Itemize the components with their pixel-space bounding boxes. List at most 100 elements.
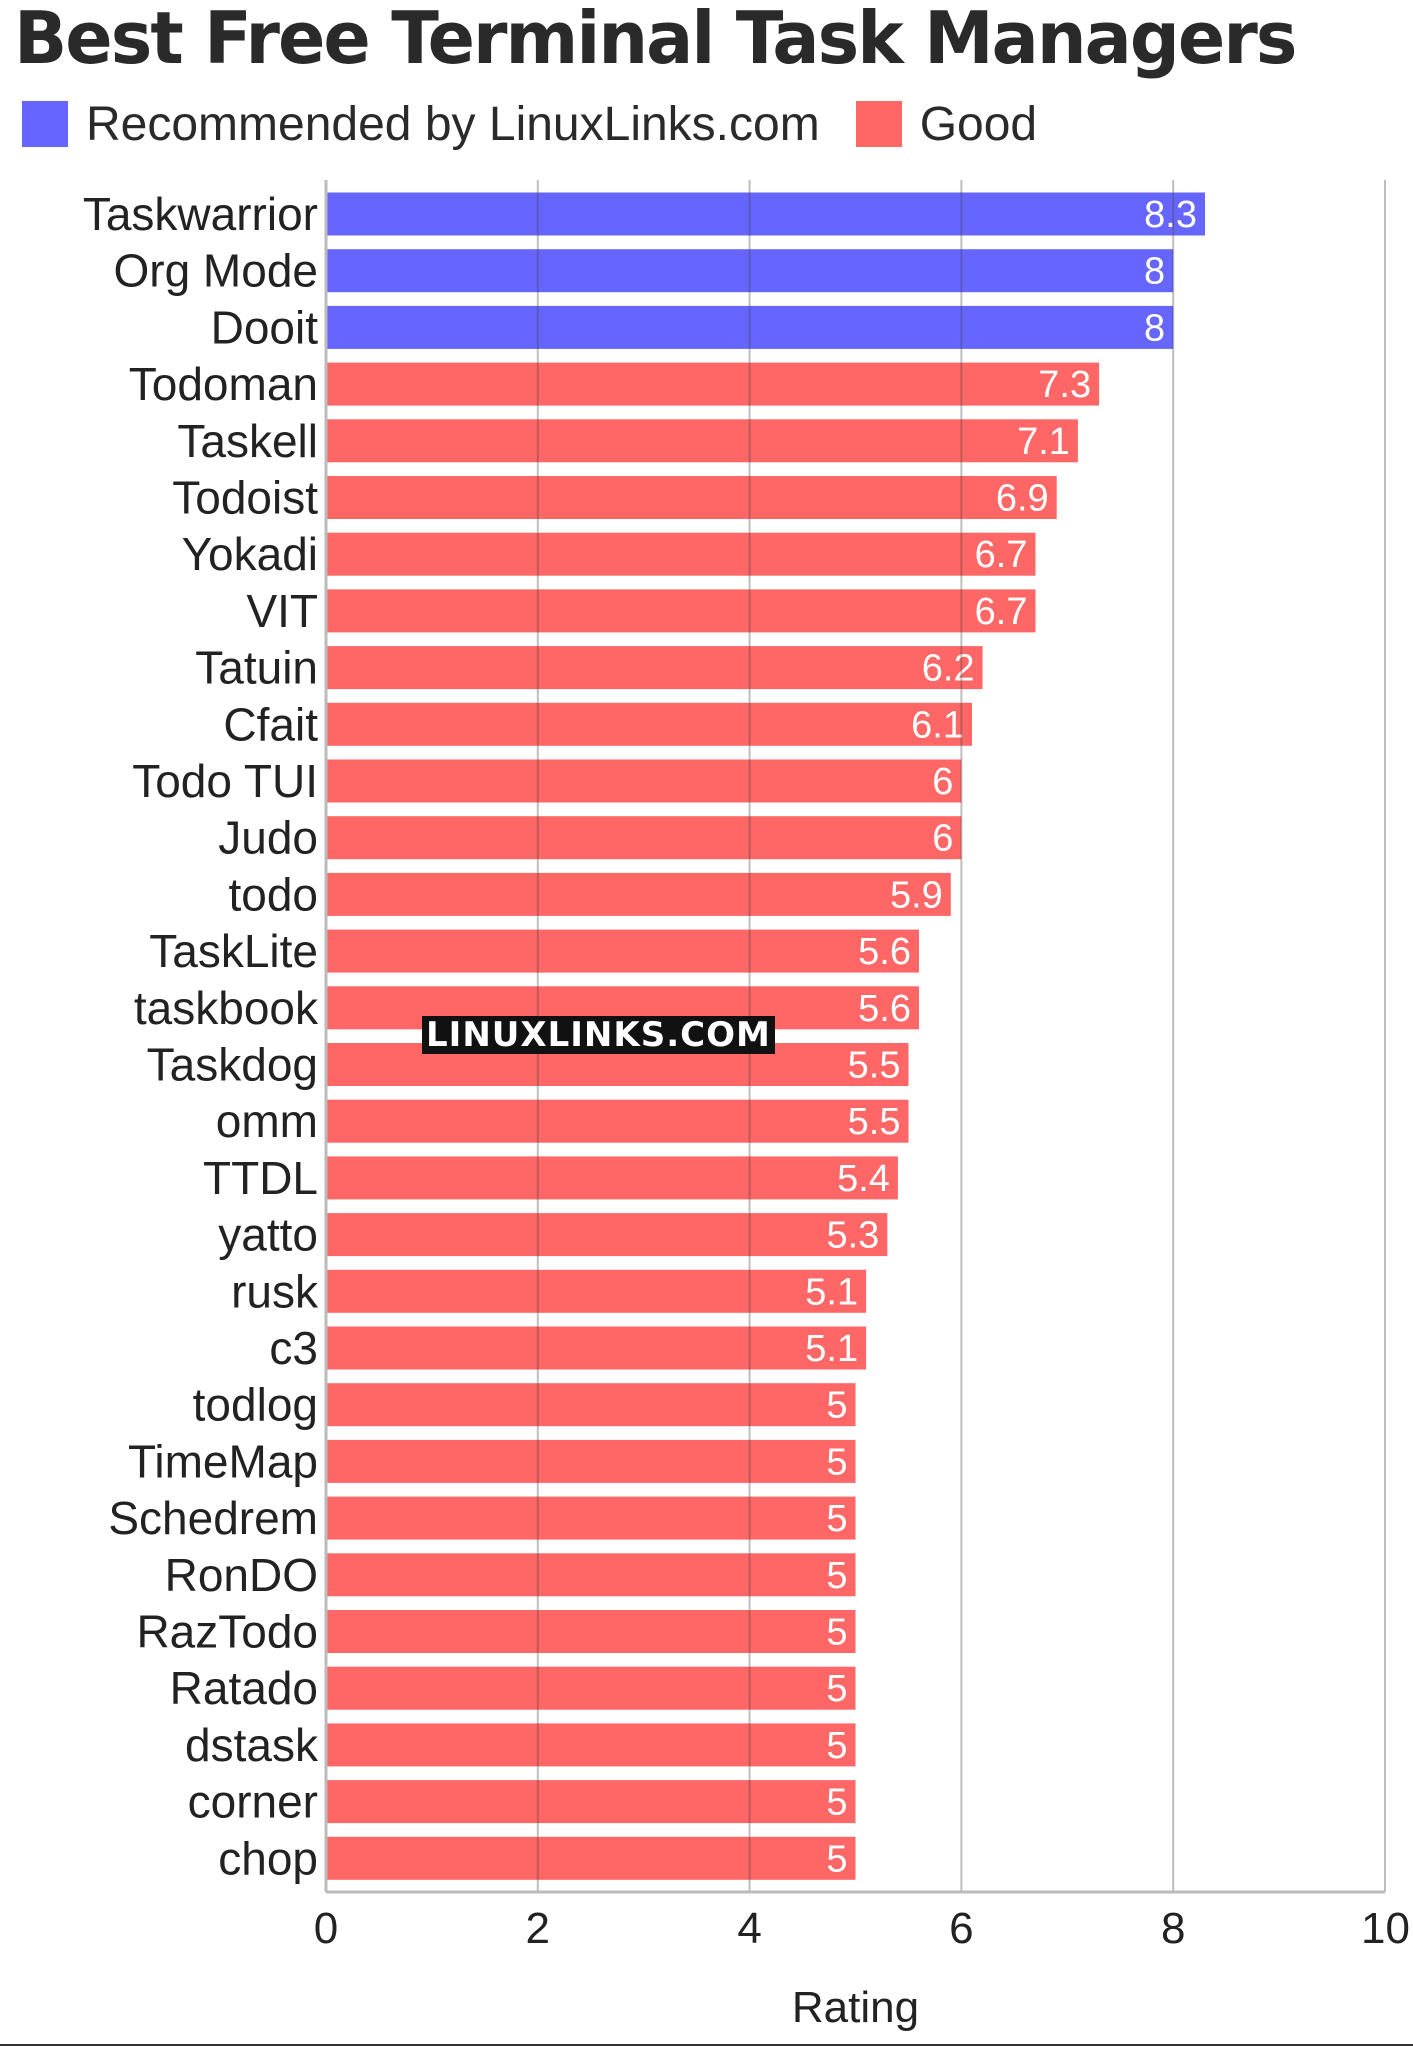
legend: Recommended by LinuxLinks.com Good bbox=[22, 94, 1073, 154]
category-label: dstask bbox=[185, 1719, 319, 1771]
bar-value-label: 5 bbox=[826, 1385, 847, 1427]
bar-value-label: 5 bbox=[826, 1498, 847, 1540]
bar-value-label: 5.1 bbox=[805, 1271, 858, 1313]
bar-good bbox=[326, 476, 1057, 519]
bar-value-label: 6.9 bbox=[996, 478, 1049, 520]
bar-good bbox=[326, 1439, 856, 1483]
bar-value-label: 5.9 bbox=[890, 874, 943, 916]
bar-value-label: 8.3 bbox=[1144, 194, 1197, 236]
bar-value-label: 5 bbox=[826, 1668, 847, 1710]
bar-value-label: 6.2 bbox=[922, 648, 975, 690]
bar-value-label: 8 bbox=[1144, 307, 1165, 349]
category-label: todo bbox=[228, 868, 318, 920]
bar-good bbox=[326, 1269, 867, 1313]
bar-good bbox=[326, 1666, 856, 1710]
bar-good bbox=[326, 419, 1078, 463]
bar-value-label: 5.6 bbox=[858, 988, 911, 1030]
bar-value-label: 7.1 bbox=[1017, 421, 1070, 463]
x-axis-title: Rating bbox=[792, 1983, 919, 2032]
category-label: Org Mode bbox=[113, 245, 318, 297]
bar-good bbox=[326, 759, 962, 803]
category-label: RazTodo bbox=[136, 1606, 318, 1658]
category-label: yatto bbox=[218, 1209, 318, 1261]
category-label: c3 bbox=[269, 1322, 318, 1374]
bar-good bbox=[326, 1213, 888, 1257]
bar-good bbox=[326, 816, 962, 860]
category-label: TimeMap bbox=[128, 1435, 318, 1487]
category-label: Todoman bbox=[129, 358, 318, 410]
bar-value-label: 5 bbox=[826, 1612, 847, 1654]
bar-value-label: 5 bbox=[826, 1725, 847, 1767]
bar-good bbox=[326, 362, 1100, 406]
bar-value-label: 5.1 bbox=[805, 1328, 858, 1370]
bar-good bbox=[326, 646, 983, 690]
bar-value-label: 5.5 bbox=[848, 1045, 901, 1087]
category-label: rusk bbox=[231, 1265, 319, 1317]
category-label: TaskLite bbox=[149, 925, 318, 977]
category-label: Cfait bbox=[223, 698, 318, 750]
x-tick-label: 6 bbox=[949, 1904, 973, 1953]
bar-value-label: 6 bbox=[932, 761, 953, 803]
bar-good bbox=[326, 589, 1036, 633]
bar-good bbox=[326, 1610, 856, 1653]
bar-value-label: 8 bbox=[1144, 251, 1165, 293]
bar-recommended bbox=[326, 192, 1205, 236]
bar-good bbox=[326, 1836, 856, 1880]
bar-value-label: 5 bbox=[826, 1555, 847, 1597]
category-label: Taskwarrior bbox=[83, 188, 318, 240]
bar-value-label: 5.4 bbox=[837, 1158, 890, 1200]
legend-item-good: Good bbox=[855, 97, 1038, 152]
bar-good bbox=[326, 929, 919, 973]
category-label: todlog bbox=[193, 1379, 318, 1431]
category-label: corner bbox=[188, 1776, 318, 1828]
category-label: Schedrem bbox=[108, 1492, 318, 1544]
category-label: omm bbox=[216, 1095, 318, 1147]
category-label: chop bbox=[218, 1832, 318, 1884]
bar-value-label: 5 bbox=[826, 1782, 847, 1824]
x-tick-label: 2 bbox=[526, 1904, 550, 1953]
bar-recommended bbox=[326, 305, 1174, 349]
bar-good bbox=[326, 702, 972, 746]
legend-label-good: Good bbox=[919, 97, 1038, 151]
bar-good bbox=[326, 1326, 867, 1370]
category-label: RonDO bbox=[165, 1549, 318, 1601]
watermark-logo: LINUXLINKS.COM bbox=[422, 1016, 775, 1054]
bar-value-label: 7.3 bbox=[1038, 364, 1091, 406]
bar-good bbox=[326, 1780, 856, 1824]
chart-title: Best Free Terminal Task Managers bbox=[14, 0, 1297, 80]
bar-good bbox=[326, 1383, 856, 1427]
bottom-divider bbox=[0, 2044, 1413, 2046]
bar-good bbox=[326, 1099, 909, 1143]
x-tick-label: 8 bbox=[1161, 1904, 1185, 1953]
bar-value-label: 5.5 bbox=[848, 1101, 901, 1143]
category-label: Dooit bbox=[211, 301, 319, 353]
x-tick-label: 4 bbox=[737, 1904, 761, 1953]
bar-good bbox=[326, 532, 1036, 576]
category-label: taskbook bbox=[134, 982, 319, 1034]
category-label: Taskell bbox=[177, 415, 318, 467]
legend-item-recommended: Recommended by LinuxLinks.com bbox=[22, 97, 820, 152]
bar-value-label: 6 bbox=[932, 818, 953, 860]
bar-recommended bbox=[326, 249, 1174, 293]
x-tick-label: 10 bbox=[1361, 1904, 1410, 1953]
category-label: VIT bbox=[246, 585, 318, 637]
category-label: Ratado bbox=[170, 1662, 318, 1714]
legend-swatch-recommended bbox=[22, 101, 68, 147]
category-label: Judo bbox=[218, 812, 318, 864]
bar-good bbox=[326, 1723, 856, 1767]
bar-value-label: 6.1 bbox=[911, 704, 964, 746]
category-label: Tatuin bbox=[195, 642, 318, 694]
legend-swatch-good bbox=[855, 101, 902, 147]
bar-value-label: 5.6 bbox=[858, 931, 911, 973]
bar-good bbox=[326, 872, 951, 916]
bar-value-label: 5 bbox=[826, 1441, 847, 1483]
bar-good bbox=[326, 1553, 856, 1597]
bar-value-label: 6.7 bbox=[975, 534, 1028, 576]
category-label: Todo TUI bbox=[132, 755, 318, 807]
category-label: Todoist bbox=[172, 472, 318, 524]
legend-label-recommended: Recommended by LinuxLinks.com bbox=[86, 97, 820, 151]
category-label: Yokadi bbox=[182, 528, 318, 580]
bar-value-label: 5 bbox=[826, 1838, 847, 1880]
bar-value-label: 5.3 bbox=[826, 1215, 879, 1257]
bar-value-label: 6.7 bbox=[975, 591, 1028, 633]
